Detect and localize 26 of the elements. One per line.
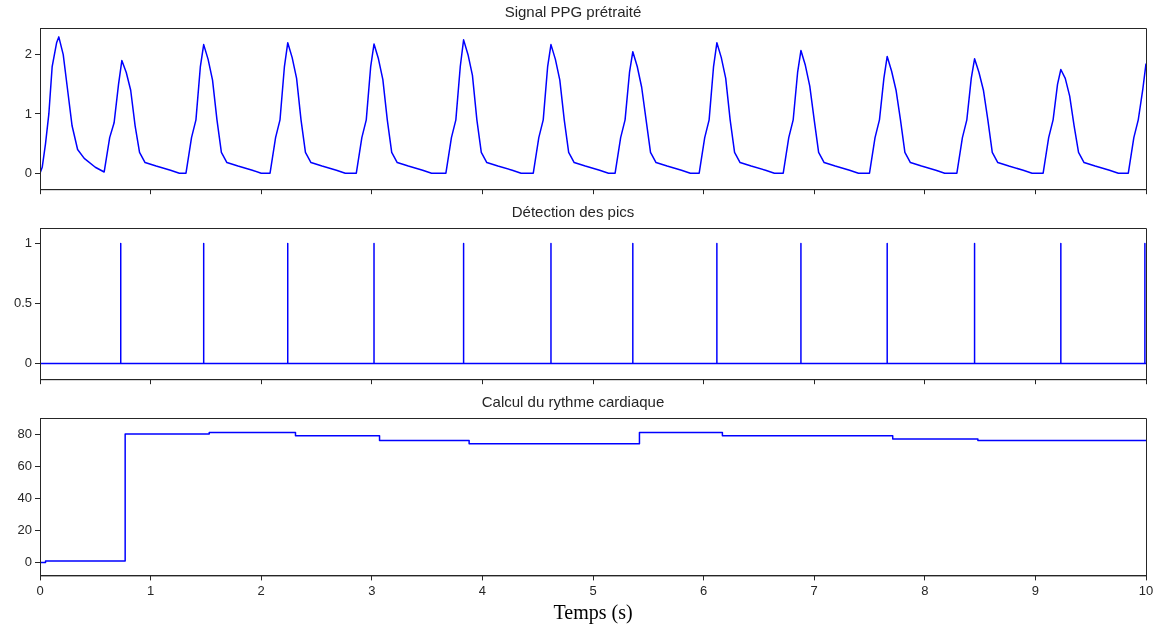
y-tick-label: 0 bbox=[24, 355, 32, 371]
y-tick-label: 0.5 bbox=[13, 295, 32, 311]
y-tick-label: 0 bbox=[24, 554, 32, 570]
x-tick-label: 1 bbox=[146, 582, 155, 598]
y-tick-label: 0 bbox=[24, 164, 32, 180]
x-tick-label: 6 bbox=[699, 582, 708, 598]
x-tick-label: 5 bbox=[589, 582, 597, 598]
chart-title: Signal PPG prétraité bbox=[504, 3, 642, 21]
x-tick-label: 8 bbox=[921, 582, 929, 598]
x-tick-label: 10 bbox=[1138, 582, 1154, 598]
y-tick-label: 1 bbox=[24, 105, 32, 121]
x-tick-label: 4 bbox=[478, 582, 487, 598]
y-tick-label: 40 bbox=[17, 489, 32, 505]
chart-title: Calcul du rythme cardiaque bbox=[481, 393, 665, 411]
y-tick-label: 80 bbox=[17, 425, 32, 441]
x-tick-label: 9 bbox=[1031, 582, 1040, 598]
y-tick-label: 20 bbox=[17, 522, 32, 538]
y-tick-label: 1 bbox=[24, 235, 32, 251]
x-axis-title: Temps (s) bbox=[553, 601, 633, 625]
chart-title: Détection des pics bbox=[511, 203, 635, 221]
x-tick-label: 3 bbox=[368, 582, 376, 598]
x-tick-label: 7 bbox=[810, 582, 818, 598]
x-tick-label: 2 bbox=[257, 582, 265, 598]
y-tick-label: 60 bbox=[17, 457, 32, 473]
y-tick-label: 2 bbox=[24, 46, 32, 62]
x-tick-label: 0 bbox=[36, 582, 44, 598]
